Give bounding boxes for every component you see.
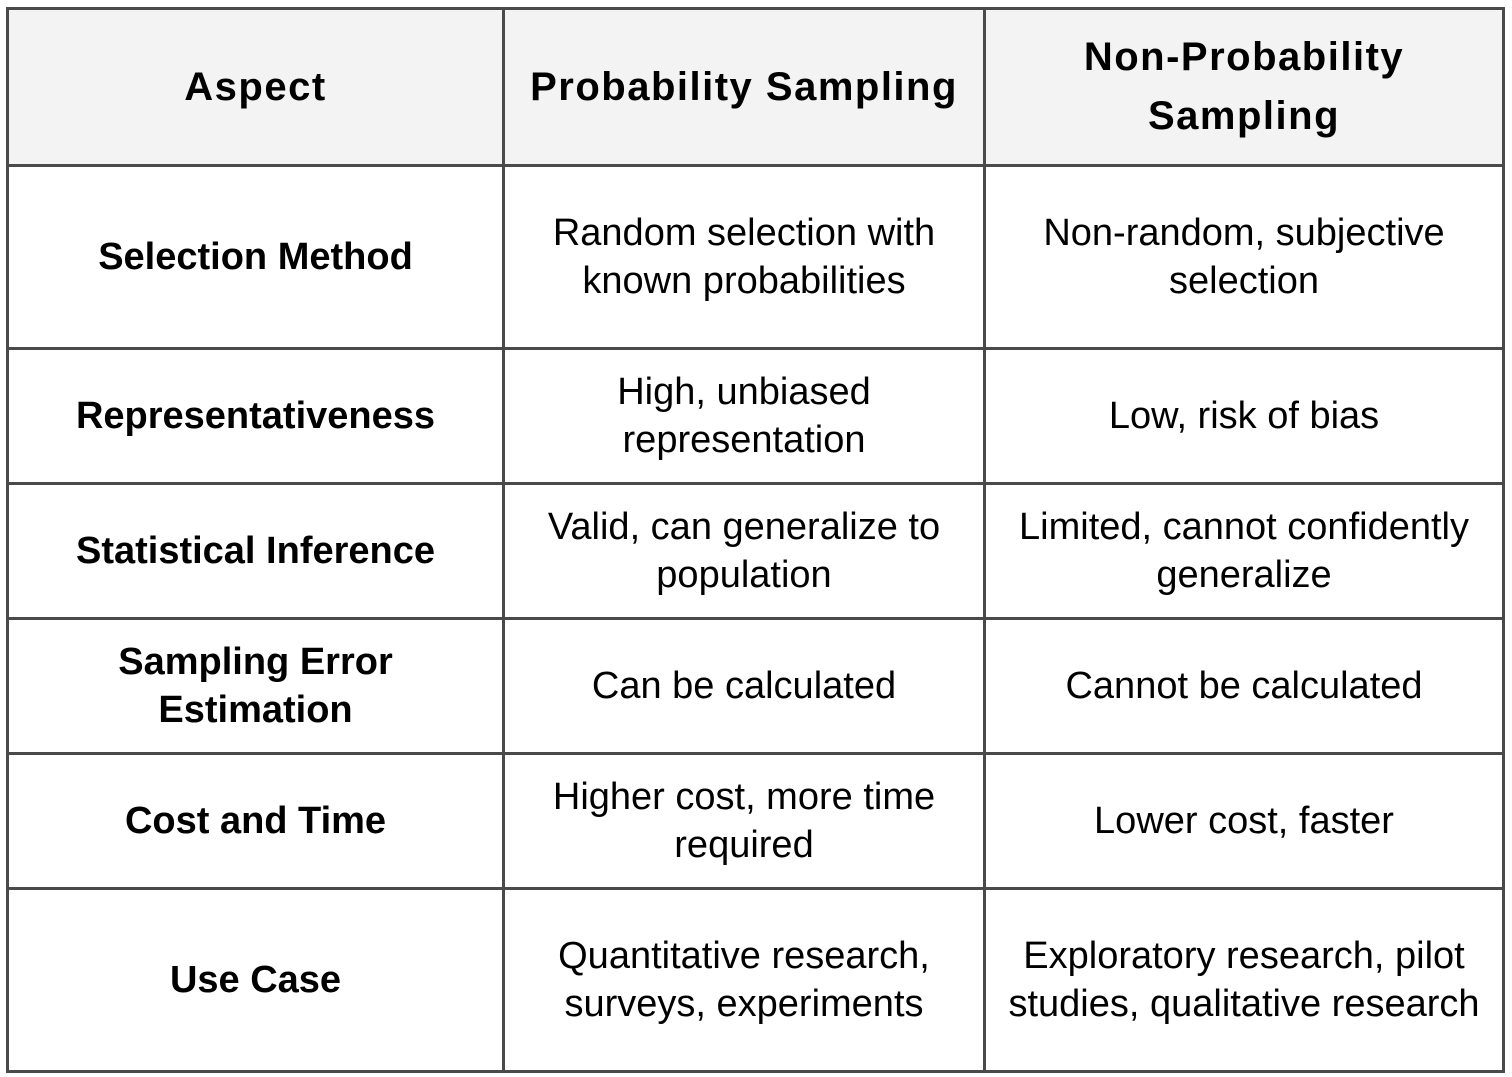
probability-cell: Valid, can generalize to population <box>502 482 986 620</box>
header-probability-sampling: Probability Sampling <box>502 7 986 167</box>
probability-cell: Random selection with known probabilitie… <box>502 164 986 350</box>
aspect-cell: Use Case <box>6 887 505 1073</box>
table-row: Sampling Error Estimation Can be calcula… <box>6 617 1505 755</box>
header-non-probability-sampling: Non-Probability Sampling <box>983 7 1505 167</box>
probability-cell: Higher cost, more time required <box>502 752 986 890</box>
probability-cell: High, unbiased representation <box>502 347 986 485</box>
probability-cell: Quantitative research, surveys, experime… <box>502 887 986 1073</box>
sampling-comparison-table: Aspect Probability Sampling Non-Probabil… <box>6 7 1505 1073</box>
non-probability-cell: Lower cost, faster <box>983 752 1505 890</box>
table-row: Cost and Time Higher cost, more time req… <box>6 752 1505 890</box>
table-row: Selection Method Random selection with k… <box>6 164 1505 350</box>
non-probability-cell: Non-random, subjective selection <box>983 164 1505 350</box>
comparison-table-container: Aspect Probability Sampling Non-Probabil… <box>6 7 1505 1073</box>
non-probability-cell: Low, risk of bias <box>983 347 1505 485</box>
header-aspect: Aspect <box>6 7 505 167</box>
table-row: Representativeness High, unbiased repres… <box>6 347 1505 485</box>
aspect-cell: Representativeness <box>6 347 505 485</box>
non-probability-cell: Cannot be calculated <box>983 617 1505 755</box>
header-row: Aspect Probability Sampling Non-Probabil… <box>6 7 1505 167</box>
aspect-cell: Statistical Inference <box>6 482 505 620</box>
aspect-cell: Sampling Error Estimation <box>6 617 505 755</box>
non-probability-cell: Limited, cannot confidently generalize <box>983 482 1505 620</box>
non-probability-cell: Exploratory research, pilot studies, qua… <box>983 887 1505 1073</box>
table-row: Statistical Inference Valid, can general… <box>6 482 1505 620</box>
probability-cell: Can be calculated <box>502 617 986 755</box>
table-row: Use Case Quantitative research, surveys,… <box>6 887 1505 1073</box>
aspect-cell: Selection Method <box>6 164 505 350</box>
aspect-cell: Cost and Time <box>6 752 505 890</box>
